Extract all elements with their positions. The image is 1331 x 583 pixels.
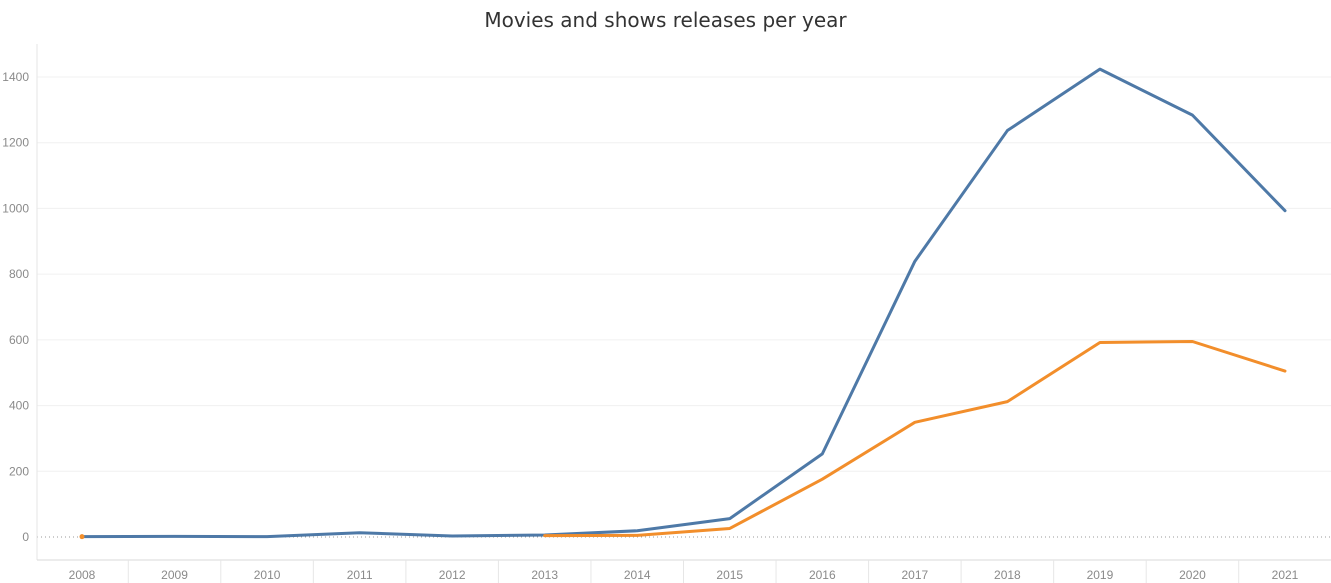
grid-lines (37, 76, 1331, 538)
x-tick-label: 2021 (1272, 568, 1299, 582)
y-tick-label: 1200 (2, 136, 29, 150)
y-tick-label: 1000 (2, 201, 29, 215)
y-tick-label: 800 (9, 267, 29, 281)
x-tick-label: 2016 (809, 568, 836, 582)
series-line (543, 340, 1287, 538)
x-tick-label: 2018 (994, 568, 1021, 582)
x-tick-label: 2019 (1087, 568, 1114, 582)
axes (36, 44, 1331, 583)
series-1 (80, 67, 1287, 539)
y-tick-label: 1400 (2, 70, 29, 84)
x-tick-label: 2014 (624, 568, 651, 582)
y-tick-label: 200 (9, 464, 29, 478)
x-tick-label: 2009 (161, 568, 188, 582)
y-tick-label: 400 (9, 399, 29, 413)
series-point (79, 534, 85, 540)
chart-title: Movies and shows releases per year (484, 8, 847, 32)
x-tick-label: 2013 (531, 568, 558, 582)
series-2 (79, 340, 1287, 540)
y-tick-label: 0 (22, 530, 29, 544)
y-tick-labels: 0 200 400 600 800 1000 1200 1400 (2, 70, 29, 544)
x-tick-labels: 2008 2009 2010 2011 2012 2013 2014 2015 2016 2017… (69, 568, 1299, 582)
x-tick-label: 2012 (439, 568, 466, 582)
x-tick-label: 2010 (254, 568, 281, 582)
x-tick-label: 2017 (901, 568, 928, 582)
x-tick-label: 2020 (1179, 568, 1206, 582)
x-tick-label: 2008 (69, 568, 96, 582)
series-line (80, 67, 1287, 539)
x-tick-label: 2015 (716, 568, 743, 582)
x-tick-label: 2011 (347, 568, 373, 582)
y-tick-label: 600 (9, 333, 29, 347)
series-lines (79, 67, 1287, 540)
